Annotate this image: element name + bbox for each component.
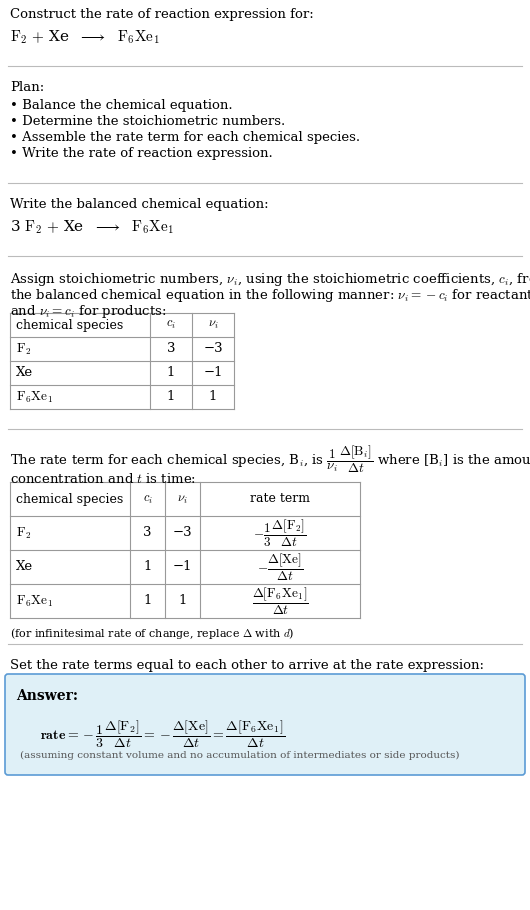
Text: chemical species: chemical species [16, 318, 123, 331]
Text: $\mathrm{F_2}$: $\mathrm{F_2}$ [16, 341, 31, 357]
FancyBboxPatch shape [5, 674, 525, 775]
Text: 1: 1 [209, 390, 217, 403]
Text: $-\dfrac{\Delta[\mathrm{Xe}]}{\Delta t}$: $-\dfrac{\Delta[\mathrm{Xe}]}{\Delta t}$ [257, 551, 303, 582]
Text: Plan:: Plan: [10, 81, 44, 94]
Text: $\nu_i$: $\nu_i$ [177, 492, 188, 505]
Text: 3: 3 [167, 342, 175, 356]
Text: Construct the rate of reaction expression for:: Construct the rate of reaction expressio… [10, 8, 314, 21]
Text: $\dfrac{\Delta[\mathrm{F_6Xe_1}]}{\Delta t}$: $\dfrac{\Delta[\mathrm{F_6Xe_1}]}{\Delta… [252, 585, 308, 617]
Text: • Balance the chemical equation.: • Balance the chemical equation. [10, 99, 233, 112]
Text: concentration and $t$ is time:: concentration and $t$ is time: [10, 472, 196, 486]
Text: $\mathrm{F_6Xe_1}$: $\mathrm{F_6Xe_1}$ [16, 593, 53, 609]
Text: Write the balanced chemical equation:: Write the balanced chemical equation: [10, 198, 269, 211]
Text: $\nu_i$: $\nu_i$ [208, 318, 218, 331]
Text: and $\nu_i = c_i$ for products:: and $\nu_i = c_i$ for products: [10, 303, 166, 320]
Text: 1: 1 [143, 594, 152, 608]
Text: • Determine the stoichiometric numbers.: • Determine the stoichiometric numbers. [10, 115, 285, 128]
Text: Xe: Xe [16, 561, 33, 573]
Text: −1: −1 [173, 561, 192, 573]
Text: The rate term for each chemical species, B$_i$, is $\dfrac{1}{\nu_i}\dfrac{\Delt: The rate term for each chemical species,… [10, 444, 530, 475]
Text: −3: −3 [203, 342, 223, 356]
Text: 1: 1 [167, 367, 175, 379]
Text: −3: −3 [173, 527, 192, 540]
Text: chemical species: chemical species [16, 492, 123, 505]
Text: −1: −1 [203, 367, 223, 379]
Text: Xe: Xe [16, 367, 33, 379]
Text: 1: 1 [143, 561, 152, 573]
Text: $c_i$: $c_i$ [143, 492, 153, 505]
Text: 3: 3 [143, 527, 152, 540]
Text: 1: 1 [167, 390, 175, 403]
Text: $\mathbf{rate} = -\dfrac{1}{3}\dfrac{\Delta[\mathrm{F_2}]}{\Delta t} = -\dfrac{\: $\mathbf{rate} = -\dfrac{1}{3}\dfrac{\De… [40, 719, 285, 751]
Text: • Write the rate of reaction expression.: • Write the rate of reaction expression. [10, 147, 273, 160]
Text: rate term: rate term [250, 492, 310, 505]
Text: the balanced chemical equation in the following manner: $\nu_i = -c_i$ for react: the balanced chemical equation in the fo… [10, 287, 530, 304]
Text: • Assemble the rate term for each chemical species.: • Assemble the rate term for each chemic… [10, 131, 360, 144]
Text: $-\dfrac{1}{3}\dfrac{\Delta[\mathrm{F_2}]}{\Delta t}$: $-\dfrac{1}{3}\dfrac{\Delta[\mathrm{F_2}… [253, 518, 307, 549]
Text: 3 $\mathrm{F_2}$ $+$ Xe  $\longrightarrow$  $\mathrm{F_6Xe_1}$: 3 $\mathrm{F_2}$ $+$ Xe $\longrightarrow… [10, 218, 174, 236]
Text: Assign stoichiometric numbers, $\nu_i$, using the stoichiometric coefficients, $: Assign stoichiometric numbers, $\nu_i$, … [10, 271, 530, 288]
Text: Answer:: Answer: [16, 689, 78, 703]
Text: $c_i$: $c_i$ [166, 318, 176, 331]
Text: $\mathrm{F_6Xe_1}$: $\mathrm{F_6Xe_1}$ [16, 389, 53, 405]
Text: $\mathrm{F_2}$: $\mathrm{F_2}$ [16, 525, 31, 541]
Text: $\mathrm{F_2}$ $+$ Xe  $\longrightarrow$  $\mathrm{F_6Xe_1}$: $\mathrm{F_2}$ $+$ Xe $\longrightarrow$ … [10, 28, 160, 46]
Text: (assuming constant volume and no accumulation of intermediates or side products): (assuming constant volume and no accumul… [20, 751, 460, 760]
Text: (for infinitesimal rate of change, replace $\Delta$ with $d$): (for infinitesimal rate of change, repla… [10, 626, 295, 641]
Text: 1: 1 [178, 594, 187, 608]
Text: Set the rate terms equal to each other to arrive at the rate expression:: Set the rate terms equal to each other t… [10, 659, 484, 672]
